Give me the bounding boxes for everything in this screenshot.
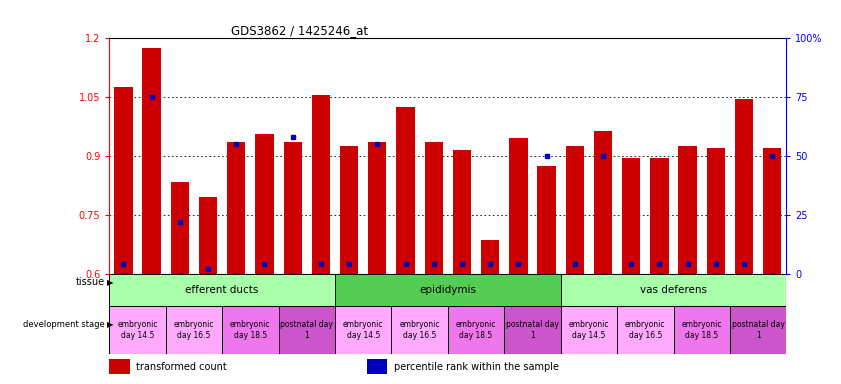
Text: embryonic
day 18.5: embryonic day 18.5: [456, 320, 496, 340]
Bar: [679, 146, 697, 274]
Text: vas deferens: vas deferens: [640, 285, 707, 295]
Bar: [505, 306, 561, 354]
Text: percentile rank within the sample: percentile rank within the sample: [394, 362, 558, 372]
Text: GDS3862 / 1425246_at: GDS3862 / 1425246_at: [231, 24, 368, 37]
Bar: [335, 274, 561, 306]
Bar: [335, 306, 391, 354]
Text: efferent ducts: efferent ducts: [186, 285, 259, 295]
Bar: [109, 359, 130, 374]
Text: embryonic
day 14.5: embryonic day 14.5: [569, 320, 609, 340]
Bar: [706, 148, 725, 274]
Bar: [622, 158, 640, 274]
Bar: [561, 306, 617, 354]
Bar: [452, 150, 471, 274]
Bar: [561, 274, 786, 306]
Text: embryonic
day 14.5: embryonic day 14.5: [343, 320, 383, 340]
Text: embryonic
day 16.5: embryonic day 16.5: [174, 320, 214, 340]
Bar: [166, 306, 222, 354]
Text: embryonic
day 16.5: embryonic day 16.5: [399, 320, 440, 340]
Bar: [109, 274, 335, 306]
Bar: [198, 197, 217, 274]
Text: embryonic
day 14.5: embryonic day 14.5: [117, 320, 158, 340]
Bar: [142, 48, 161, 274]
Bar: [109, 306, 166, 354]
Bar: [735, 99, 754, 274]
Bar: [340, 146, 358, 274]
Text: transformed count: transformed count: [136, 362, 227, 372]
Bar: [367, 359, 387, 374]
Text: postnatal day
1: postnatal day 1: [280, 320, 333, 340]
Bar: [594, 131, 612, 274]
Bar: [368, 142, 387, 274]
Bar: [566, 146, 584, 274]
Bar: [730, 306, 786, 354]
Bar: [227, 142, 246, 274]
Bar: [674, 306, 730, 354]
Bar: [278, 306, 335, 354]
Bar: [481, 240, 500, 274]
Bar: [256, 134, 273, 274]
Text: ▶: ▶: [107, 278, 114, 287]
Text: postnatal day
1: postnatal day 1: [506, 320, 559, 340]
Bar: [425, 142, 443, 274]
Bar: [396, 107, 415, 274]
Bar: [763, 148, 781, 274]
Text: embryonic
day 18.5: embryonic day 18.5: [230, 320, 271, 340]
Text: embryonic
day 16.5: embryonic day 16.5: [625, 320, 665, 340]
Bar: [312, 95, 330, 274]
Bar: [391, 306, 447, 354]
Text: epididymis: epididymis: [420, 285, 476, 295]
Bar: [509, 138, 527, 274]
Text: embryonic
day 18.5: embryonic day 18.5: [681, 320, 722, 340]
Bar: [650, 158, 669, 274]
Bar: [114, 88, 133, 274]
Bar: [447, 306, 505, 354]
Bar: [537, 166, 556, 274]
Text: tissue: tissue: [76, 277, 105, 287]
Text: ▶: ▶: [107, 320, 114, 329]
Text: development stage: development stage: [24, 320, 105, 329]
Bar: [171, 182, 189, 274]
Bar: [222, 306, 278, 354]
Bar: [283, 142, 302, 274]
Text: postnatal day
1: postnatal day 1: [732, 320, 785, 340]
Bar: [617, 306, 674, 354]
